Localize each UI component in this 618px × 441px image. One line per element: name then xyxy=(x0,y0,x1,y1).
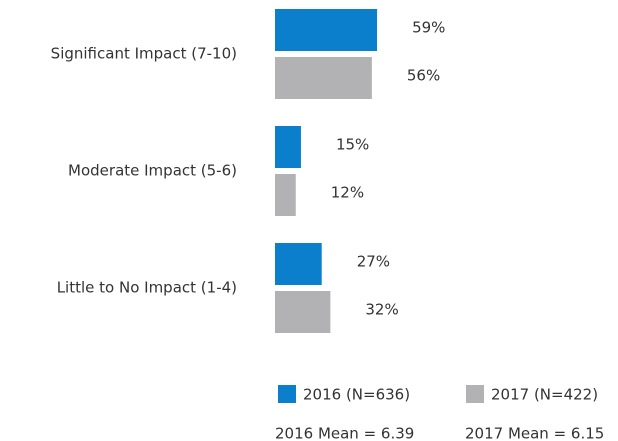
bar xyxy=(275,243,322,285)
bar xyxy=(275,9,378,51)
bar xyxy=(275,126,301,168)
annotation: 2017 Mean = 6.15 xyxy=(465,425,604,441)
value-label: 12% xyxy=(331,184,364,202)
value-label: 59% xyxy=(412,19,445,37)
value-label: 15% xyxy=(336,136,369,154)
category-label: Moderate Impact (5-6) xyxy=(68,162,237,180)
value-label: 27% xyxy=(357,253,390,271)
value-label: 56% xyxy=(407,67,440,85)
category-label: Significant Impact (7-10) xyxy=(51,45,237,63)
legend-swatch xyxy=(466,385,484,403)
bar xyxy=(275,291,331,333)
bar xyxy=(275,57,372,99)
category-label: Little to No Impact (1-4) xyxy=(57,279,237,297)
legend-swatch xyxy=(278,385,296,403)
value-label: 32% xyxy=(365,301,398,319)
legend-label: 2017 (N=422) xyxy=(491,386,598,404)
legend-label: 2016 (N=636) xyxy=(303,386,410,404)
bar xyxy=(275,174,296,216)
annotation: 2016 Mean = 6.39 xyxy=(275,425,414,441)
